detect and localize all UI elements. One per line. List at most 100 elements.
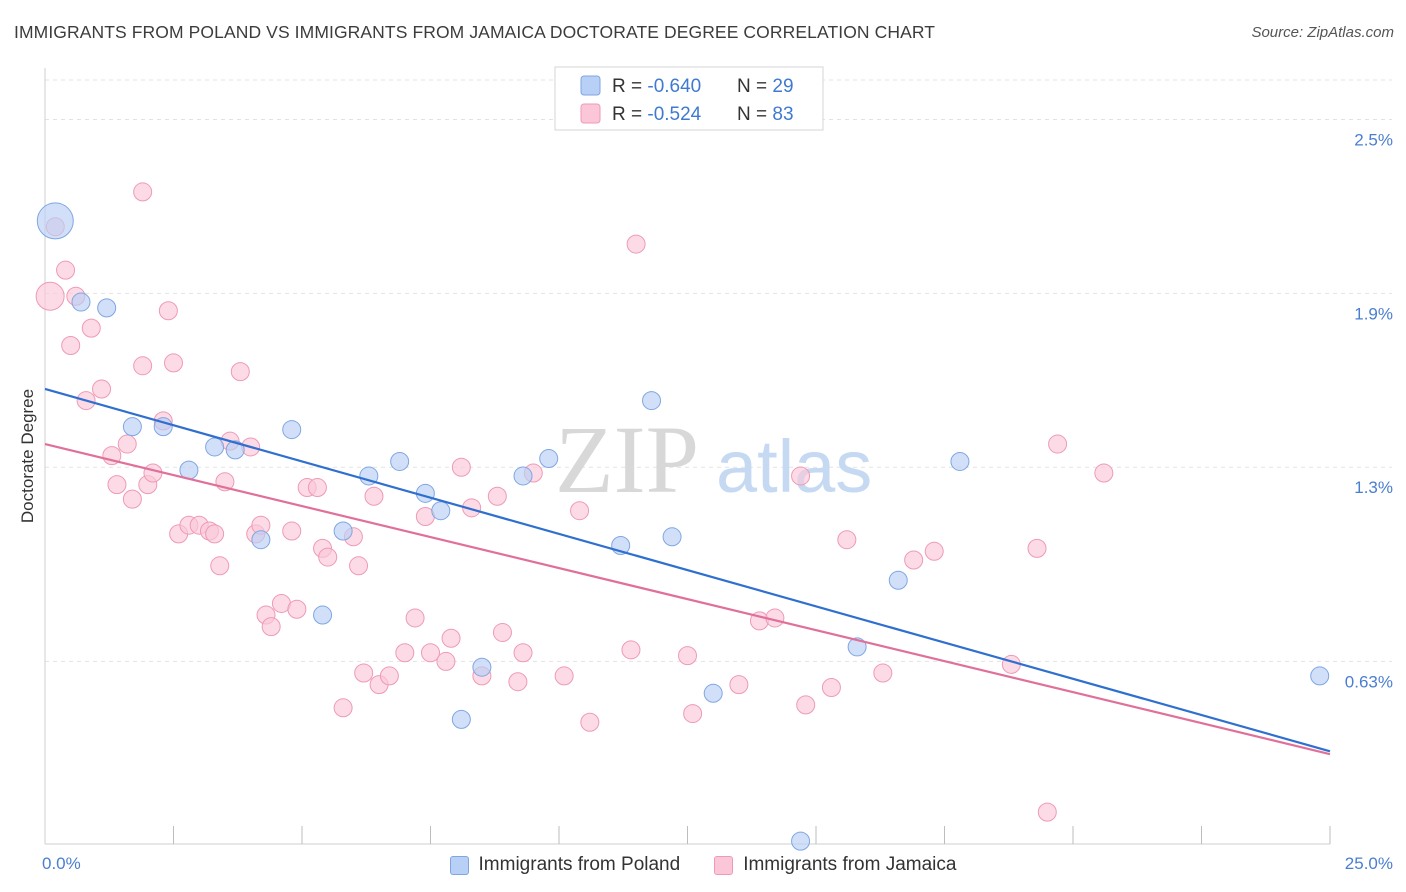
x-tick-label-1: 25.0%	[1345, 854, 1393, 873]
jamaica-point-50	[421, 643, 440, 663]
jamaica-point-23	[205, 524, 225, 544]
poland-point-13	[390, 451, 410, 471]
chart-title: IMMIGRANTS FROM POLAND VS IMMIGRANTS FRO…	[14, 22, 936, 42]
jamaica-point-64	[621, 640, 641, 660]
poland-point-24	[791, 831, 811, 851]
jamaica-point-65	[626, 234, 646, 254]
legend-swatch-blue	[449, 855, 469, 875]
jamaica-point-10	[117, 434, 137, 454]
jamaica-point-77	[924, 541, 944, 561]
jamaica-point-61	[554, 666, 574, 686]
legend-swatch-pink	[714, 855, 734, 875]
x-tick-labels: 0.0% 25.0%	[42, 854, 1393, 873]
jamaica-point-73	[821, 678, 841, 698]
legend-swatch-jamaica	[580, 103, 601, 124]
jamaica-point-79	[1027, 538, 1047, 558]
poland-point-26	[888, 570, 908, 590]
poland-point-15	[431, 501, 451, 521]
jamaica-point-32	[261, 617, 281, 637]
jamaica-point-76	[904, 550, 924, 570]
poland-point-25	[847, 637, 867, 657]
jamaica-point-62	[570, 501, 590, 521]
poland-trend-line	[44, 387, 1331, 753]
y-tick-label-0: 0.63%	[1345, 672, 1393, 691]
poland-point-7	[225, 440, 245, 460]
watermark-zip: ZIP	[555, 406, 699, 513]
correlation-legend: R = -0.640 N = 29 R = -0.524 N = 83	[554, 66, 824, 131]
y-tick-label-2: 1.9%	[1354, 304, 1393, 323]
legend-label-poland: Immigrants from Poland	[478, 854, 681, 875]
jamaica-point-74	[837, 530, 857, 550]
y-tick-label-3: 2.5%	[1354, 130, 1393, 149]
jamaica-point-40	[333, 698, 353, 718]
jamaica-point-48	[405, 608, 425, 628]
jamaica-point-58	[508, 672, 528, 692]
jamaica-point-51	[436, 651, 456, 671]
y-tick-label-1: 1.3%	[1354, 478, 1393, 497]
legend-n-jamaica: N = 83	[737, 104, 794, 125]
poland-point-21	[642, 391, 662, 411]
jamaica-point-24	[210, 556, 230, 576]
watermark-atlas: atlas	[716, 425, 872, 508]
jamaica-point-39	[318, 547, 338, 567]
jamaica-point-18	[164, 353, 183, 373]
jamaica-point-71	[791, 466, 811, 486]
series-legend: Immigrants from Poland Immigrants from J…	[0, 852, 1406, 878]
jamaica-point-1	[35, 281, 65, 311]
legend-row-poland: R = -0.640	[612, 76, 701, 97]
poland-point-23	[703, 683, 723, 703]
jamaica-point-43	[354, 663, 374, 683]
jamaica-point-11	[122, 489, 142, 509]
jamaica-point-9	[107, 475, 127, 495]
jamaica-point-75	[873, 663, 893, 683]
jamaica-point-82	[1094, 463, 1114, 483]
legend-n-poland: N = 29	[737, 76, 794, 97]
poland-point-28	[1310, 666, 1330, 686]
jamaica-point-68	[729, 675, 749, 695]
legend-swatch-poland	[580, 75, 601, 96]
poland-point-0	[36, 202, 74, 240]
watermark: ZIP atlas	[555, 406, 872, 513]
jamaica-point-80	[1037, 802, 1057, 822]
poland-point-6	[205, 437, 225, 457]
jamaica-point-67	[683, 704, 703, 724]
legend-item-poland: Immigrants from Poland	[449, 854, 681, 876]
jamaica-point-37	[307, 478, 327, 498]
poland-point-16	[451, 709, 471, 729]
jamaica-point-35	[287, 599, 307, 619]
legend-row-jamaica: R = -0.524	[612, 104, 702, 125]
poland-point-2	[97, 298, 117, 318]
y-axis-label: Doctorate Degree	[18, 389, 37, 523]
jamaica-point-46	[379, 666, 399, 686]
poland-point-8	[251, 530, 271, 550]
jamaica-point-53	[451, 457, 471, 477]
poland-point-18	[513, 466, 533, 486]
jamaica-point-34	[282, 521, 302, 541]
jamaica-point-17	[158, 301, 178, 321]
poland-point-3	[122, 417, 142, 437]
source-credit: Source: ZipAtlas.com	[1251, 24, 1394, 41]
poland-point-10	[313, 605, 333, 625]
jamaica-point-44	[364, 486, 384, 506]
poland-point-11	[333, 521, 353, 541]
jamaica-point-47	[395, 643, 415, 663]
x-tick-label-0: 0.0%	[42, 854, 81, 873]
jamaica-point-66	[678, 646, 697, 666]
poland-point-17	[472, 657, 492, 677]
jamaica-point-81	[1048, 434, 1068, 454]
jamaica-point-13	[133, 356, 153, 376]
jamaica-point-12	[133, 182, 153, 202]
jamaica-point-2	[56, 260, 76, 280]
legend-label-jamaica: Immigrants from Jamaica	[743, 854, 957, 875]
data-points	[35, 182, 1330, 851]
jamaica-point-63	[580, 712, 600, 732]
jamaica-point-27	[230, 362, 250, 382]
jamaica-point-15	[143, 463, 163, 483]
y-tick-labels: 0.63% 1.3% 1.9% 2.5%	[1345, 130, 1393, 691]
jamaica-point-7	[92, 379, 112, 399]
jamaica-trend-line	[44, 442, 1331, 756]
poland-point-27	[950, 451, 970, 471]
jamaica-point-6	[81, 318, 101, 338]
jamaica-point-42	[349, 556, 369, 576]
